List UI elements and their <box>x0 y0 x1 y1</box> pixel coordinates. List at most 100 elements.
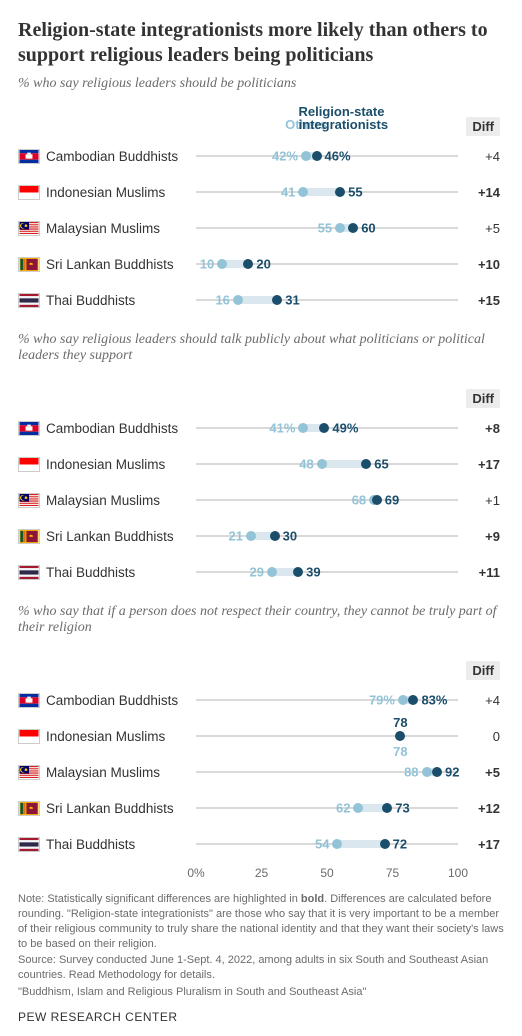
value-others: 10 <box>200 257 214 272</box>
dot-others <box>217 259 227 269</box>
value-integrationists: 92 <box>445 765 459 780</box>
chart-area: 10 20 <box>196 246 458 282</box>
value-others: 79% <box>369 693 395 708</box>
value-others: 42% <box>272 149 298 164</box>
row-label: Indonesian Muslims <box>46 185 165 200</box>
row-label: Malaysian Muslims <box>46 765 160 780</box>
data-row: Sri Lankan Buddhists 10 20 +10 <box>18 246 504 282</box>
value-integrationists: 39 <box>306 565 320 580</box>
diff-value: +10 <box>458 257 504 272</box>
diff-value: +1 <box>458 493 504 508</box>
row-label: Sri Lankan Buddhists <box>46 257 174 272</box>
flag-icon <box>18 457 40 472</box>
diff-value: 0 <box>458 729 504 744</box>
dot-integrationists <box>380 839 390 849</box>
row-label: Indonesian Muslims <box>46 457 165 472</box>
data-row: Thai Buddhists 29 39 +11 <box>18 554 504 590</box>
chart-area: 41% 49% <box>196 410 458 446</box>
dot-integrationists <box>382 803 392 813</box>
dot-others <box>298 423 308 433</box>
value-others: 68 <box>352 493 366 508</box>
legend-row: Diff <box>18 644 504 678</box>
note-bold: bold <box>301 893 324 905</box>
flag-icon <box>18 565 40 580</box>
row-label: Thai Buddhists <box>46 837 135 852</box>
diff-value: +8 <box>458 421 504 436</box>
chart-area: 79% 83% <box>196 682 458 718</box>
diff-value: +5 <box>458 765 504 780</box>
value-others: 21 <box>229 529 243 544</box>
flag-icon <box>18 801 40 816</box>
value-integrationists: 69 <box>385 493 399 508</box>
dot-integrationists <box>293 567 303 577</box>
diff-value: +17 <box>458 837 504 852</box>
diff-header: Diff <box>466 117 500 136</box>
section-subtitle: % who say that if a person does not resp… <box>18 604 504 636</box>
chart-area: 54 72 <box>196 826 458 862</box>
row-label: Cambodian Buddhists <box>46 149 178 164</box>
value-others: 41 <box>281 185 295 200</box>
dot-integrationists <box>361 459 371 469</box>
chart-area: 78 78 <box>196 718 458 754</box>
axis-row: 0%255075100 <box>18 866 504 882</box>
value-others: 29 <box>250 565 264 580</box>
row-label: Sri Lankan Buddhists <box>46 801 174 816</box>
data-row: Malaysian Muslims 68 69 +1 <box>18 482 504 518</box>
flag-icon <box>18 221 40 236</box>
chart-area: 88 92 <box>196 754 458 790</box>
value-others: 62 <box>336 801 350 816</box>
value-integrationists: 60 <box>361 221 375 236</box>
value-integrationists: 20 <box>256 257 270 272</box>
flag-icon <box>18 529 40 544</box>
axis-tick: 100 <box>448 866 468 880</box>
chart-area: 62 73 <box>196 790 458 826</box>
dot-integrationists <box>272 295 282 305</box>
flag-icon <box>18 837 40 852</box>
flag-icon <box>18 257 40 272</box>
axis-tick: 25 <box>255 866 268 880</box>
value-integrationists: 30 <box>283 529 297 544</box>
row-label: Malaysian Muslims <box>46 493 160 508</box>
dot-others <box>335 223 345 233</box>
row-label: Indonesian Muslims <box>46 729 165 744</box>
note-text: Note: Statistically significant differen… <box>18 892 504 951</box>
dot-others <box>233 295 243 305</box>
chart-title: Religion-state integrationists more like… <box>18 18 504 68</box>
connector <box>322 460 367 468</box>
value-integrationists: 49% <box>332 421 358 436</box>
dot-others <box>332 839 342 849</box>
diff-value: +15 <box>458 293 504 308</box>
value-integrationists: 65 <box>374 457 388 472</box>
chart-area: 41 55 <box>196 174 458 210</box>
connector <box>337 840 384 848</box>
value-others: 48 <box>299 457 313 472</box>
dot-others <box>398 695 408 705</box>
data-row: Indonesian Muslims 78 78 0 <box>18 718 504 754</box>
flag-icon <box>18 493 40 508</box>
diff-value: +5 <box>458 221 504 236</box>
value-integrationists: 31 <box>285 293 299 308</box>
diff-header: Diff <box>466 661 500 680</box>
diff-value: +11 <box>458 565 504 580</box>
value-integrationists: 55 <box>348 185 362 200</box>
flag-icon <box>18 149 40 164</box>
row-label: Sri Lankan Buddhists <box>46 529 174 544</box>
value-others: 41% <box>269 421 295 436</box>
legend-integrationists: Religion-state integrationists <box>299 105 419 132</box>
dot-integrationists <box>348 223 358 233</box>
row-label: Cambodian Buddhists <box>46 693 178 708</box>
dot-others <box>246 531 256 541</box>
value-integrationists: 83% <box>421 693 447 708</box>
data-row: Sri Lankan Buddhists 21 30 +9 <box>18 518 504 554</box>
dot-integrationists <box>335 187 345 197</box>
data-row: Indonesian Muslims 48 65 +17 <box>18 446 504 482</box>
data-row: Cambodian Buddhists 79% 83% +4 <box>18 682 504 718</box>
row-label: Cambodian Buddhists <box>46 421 178 436</box>
row-label: Thai Buddhists <box>46 565 135 580</box>
diff-value: +9 <box>458 529 504 544</box>
legend-row: OthersReligion-state integrationistsDiff <box>18 100 504 134</box>
value-integrationists: 73 <box>395 801 409 816</box>
dot-integrationists <box>270 531 280 541</box>
row-label: Thai Buddhists <box>46 293 135 308</box>
diff-header: Diff <box>466 389 500 408</box>
